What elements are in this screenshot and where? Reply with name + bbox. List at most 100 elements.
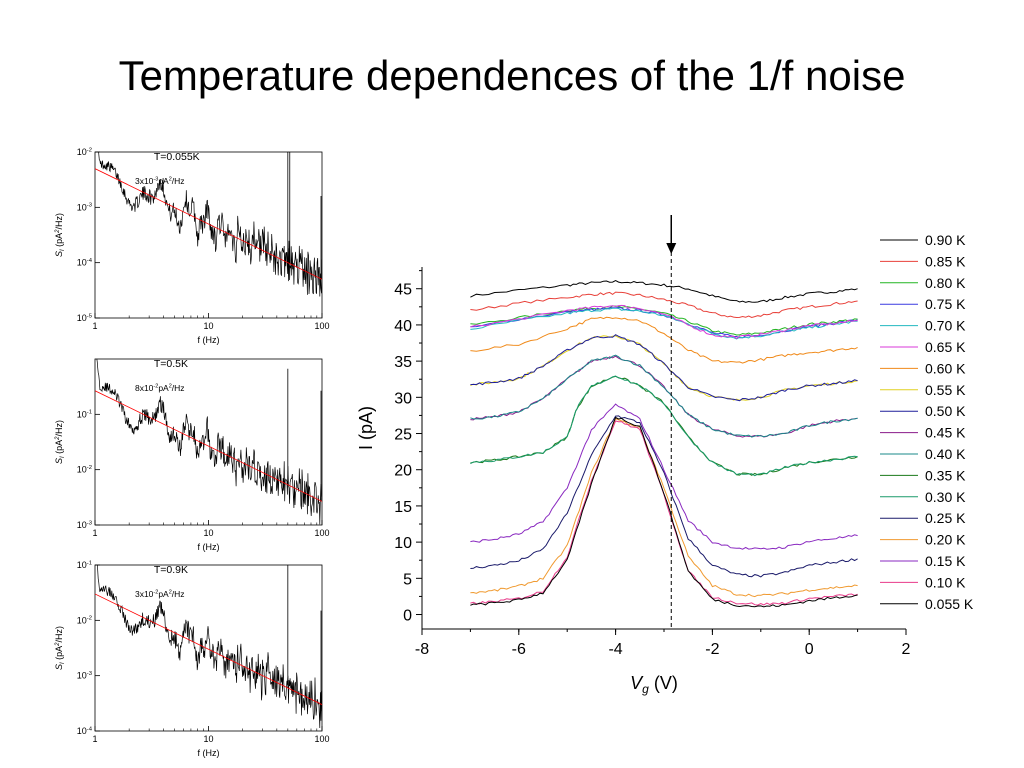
y-tick-label: 40 xyxy=(394,318,412,335)
noise-spectrum-line xyxy=(98,152,322,297)
temperature-annotation: T=0.9K xyxy=(154,564,188,576)
fit-amplitude-label: 3x10-3pA2/Hz xyxy=(135,176,185,186)
fit-line xyxy=(95,390,322,502)
fit-amplitude-label: 3x10-2pA2/Hz xyxy=(135,589,185,599)
y-axis-label: SI (pA2/Hz) xyxy=(54,626,66,670)
y-tick-label: 10-2 xyxy=(77,615,92,625)
spectrum-group xyxy=(95,565,322,729)
x-axis-label: f (Hz) xyxy=(198,335,220,345)
series-line-055K xyxy=(470,335,858,401)
legend-label: 0.85 K xyxy=(925,253,966,269)
x-tick-label: -8 xyxy=(415,641,429,658)
noise-spectrum-chart-3: 1 10 100 10-4 10-3 10-2 10-1 f (Hz) SI (pA2/Hz) T… xyxy=(54,560,330,758)
noise-spectrum-line xyxy=(97,565,322,729)
x-axis-label: f (Hz) xyxy=(198,748,220,758)
legend-label: 0.80 K xyxy=(925,275,966,291)
x-tick-label: -4 xyxy=(608,641,622,658)
x-axis-label: f (Hz) xyxy=(198,542,220,552)
y-axis-label: SI (pA2/Hz) xyxy=(54,213,66,257)
y-tick-label: 10-4 xyxy=(77,258,93,268)
fit-line xyxy=(95,593,322,705)
y-tick-label: 10 xyxy=(394,535,412,552)
y-tick-label: 45 xyxy=(394,282,412,299)
x-axis-label: Vg (V) xyxy=(630,673,678,696)
y-tick-label: 35 xyxy=(394,354,412,371)
legend-label: 0.35 K xyxy=(925,467,966,483)
marker-arrow-head xyxy=(666,243,677,254)
series-line-040K xyxy=(470,354,858,438)
y-tick-label: 25 xyxy=(394,427,412,444)
temperature-annotation: T=0.5K xyxy=(154,358,188,370)
legend-label: 0.055 K xyxy=(925,596,974,612)
x-tick-label: 0 xyxy=(805,641,814,658)
legend-label: 0.70 K xyxy=(925,318,966,334)
temperature-annotation: T=0.055K xyxy=(154,151,200,163)
fit-line xyxy=(95,168,322,280)
series-line-015K xyxy=(470,403,858,550)
legend-label: 0.55 K xyxy=(925,382,966,398)
y-tick-label: 20 xyxy=(394,463,412,480)
y-tick-label: 10-1 xyxy=(77,409,92,419)
y-tick-label: 10-3 xyxy=(77,520,92,530)
noise-spectrum-chart-1: 1 10 100 10-5 10-4 10-3 10-2 f (Hz) SI (pA2/Hz) T… xyxy=(54,147,330,345)
y-tick-label: 10-2 xyxy=(77,465,92,475)
x-tick-label: 1 xyxy=(92,321,97,331)
legend-label: 0.40 K xyxy=(925,446,966,462)
x-tick-label: 100 xyxy=(314,734,329,744)
page-title: Temperature dependences of the 1/f noise xyxy=(118,52,906,99)
y-tick-label: 10-5 xyxy=(77,313,92,323)
x-tick-label: -6 xyxy=(512,641,526,658)
y-tick-label: 5 xyxy=(403,571,412,588)
x-tick-label: 10 xyxy=(203,321,213,331)
noise-spectrum-line xyxy=(96,359,322,525)
series-line-070K xyxy=(470,307,858,340)
legend-label: 0.50 K xyxy=(925,403,966,419)
series-line-090K xyxy=(470,280,858,303)
series-line-065K xyxy=(470,304,858,340)
x-tick-label: 100 xyxy=(314,321,329,331)
series-line-025K xyxy=(470,415,858,578)
y-tick-label: 0 xyxy=(403,608,412,625)
legend-label: 0.65 K xyxy=(925,339,966,355)
series-line-060K xyxy=(470,316,858,364)
legend-label: 0.30 K xyxy=(925,489,966,505)
x-tick-label: 100 xyxy=(314,528,329,538)
y-tick-label: 10-3 xyxy=(77,671,92,681)
series-line-085K xyxy=(470,291,858,319)
spectrum-group xyxy=(95,359,322,525)
legend-label: 0.60 K xyxy=(925,360,966,376)
y-tick-label: 15 xyxy=(394,499,412,516)
series-line-0055K xyxy=(470,416,858,608)
y-axis-label: SI (pA2/Hz) xyxy=(54,420,66,464)
series-line-020K xyxy=(470,418,858,598)
series-line-045K xyxy=(470,355,858,438)
y-tick-label: 10-2 xyxy=(77,147,92,157)
fit-amplitude-label: 8x10-2pA2/Hz xyxy=(135,383,185,393)
y-tick-label: 10-4 xyxy=(77,726,93,736)
legend-label: 0.90 K xyxy=(925,232,966,248)
legend-label: 0.15 K xyxy=(925,553,966,569)
y-tick-label: 10-1 xyxy=(77,560,92,570)
y-tick-label: 10-3 xyxy=(77,202,92,212)
series-line-050K xyxy=(470,334,858,402)
noise-spectrum-chart-2: 1 10 100 10-3 10-2 10-1 f (Hz) SI (pA2/Hz) T=0.5… xyxy=(54,358,330,552)
x-tick-label: 1 xyxy=(92,734,97,744)
spectrum-group xyxy=(95,152,322,297)
series-line-030K xyxy=(470,375,858,477)
y-tick-label: 30 xyxy=(394,390,412,407)
x-tick-label: -2 xyxy=(705,641,719,658)
legend-label: 0.45 K xyxy=(925,425,966,441)
legend-label: 0.75 K xyxy=(925,296,966,312)
series-line-080K xyxy=(470,305,858,336)
legend-label: 0.10 K xyxy=(925,574,966,590)
y-axis-label: I (pA) xyxy=(356,406,376,450)
series-line-035K xyxy=(470,375,858,476)
x-tick-label: 10 xyxy=(203,528,213,538)
x-tick-label: 2 xyxy=(902,641,911,658)
x-tick-label: 10 xyxy=(203,734,213,744)
x-tick-label: 1 xyxy=(92,528,97,538)
legend-label: 0.25 K xyxy=(925,510,966,526)
legend-label: 0.20 K xyxy=(925,532,966,548)
series-line-010K xyxy=(470,420,858,606)
